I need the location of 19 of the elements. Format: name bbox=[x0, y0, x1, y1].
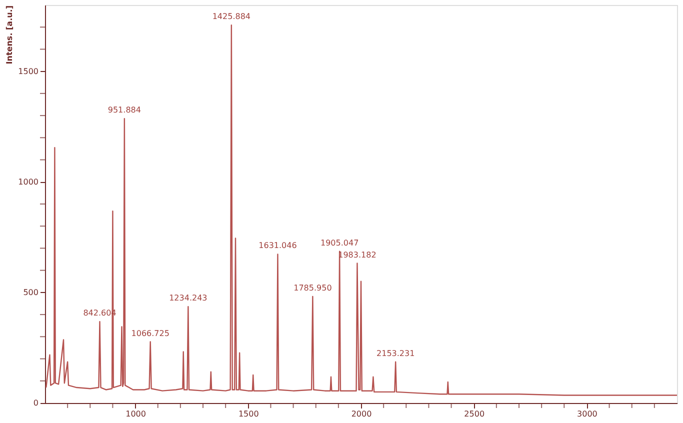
annotation: 1905.047 bbox=[320, 238, 359, 248]
x-tick-label: 1500 bbox=[238, 410, 259, 418]
annotation: 1425.884 bbox=[212, 12, 250, 22]
line-series bbox=[46, 24, 678, 396]
annotation: 1066.725 bbox=[131, 328, 170, 338]
x-tick-label: 3000 bbox=[577, 410, 598, 418]
y-axis-title: Intens. [a.u.] bbox=[5, 6, 14, 64]
annotation: 951.884 bbox=[108, 106, 141, 115]
annotation: 2153.231 bbox=[376, 348, 415, 358]
y-tick-label: 500 bbox=[23, 288, 38, 297]
y-tick-label: 1500 bbox=[18, 66, 38, 76]
x-tick-label: 2500 bbox=[464, 410, 485, 418]
y-tick-label: 0 bbox=[33, 398, 38, 408]
annotation: 1234.243 bbox=[169, 294, 208, 303]
y-tick-label: 1000 bbox=[18, 177, 38, 186]
x-tick-label: 1000 bbox=[126, 410, 146, 418]
x-tick-label: 2000 bbox=[351, 410, 372, 418]
annotation: 1785.950 bbox=[294, 283, 332, 292]
annotation: 1631.046 bbox=[258, 241, 297, 250]
